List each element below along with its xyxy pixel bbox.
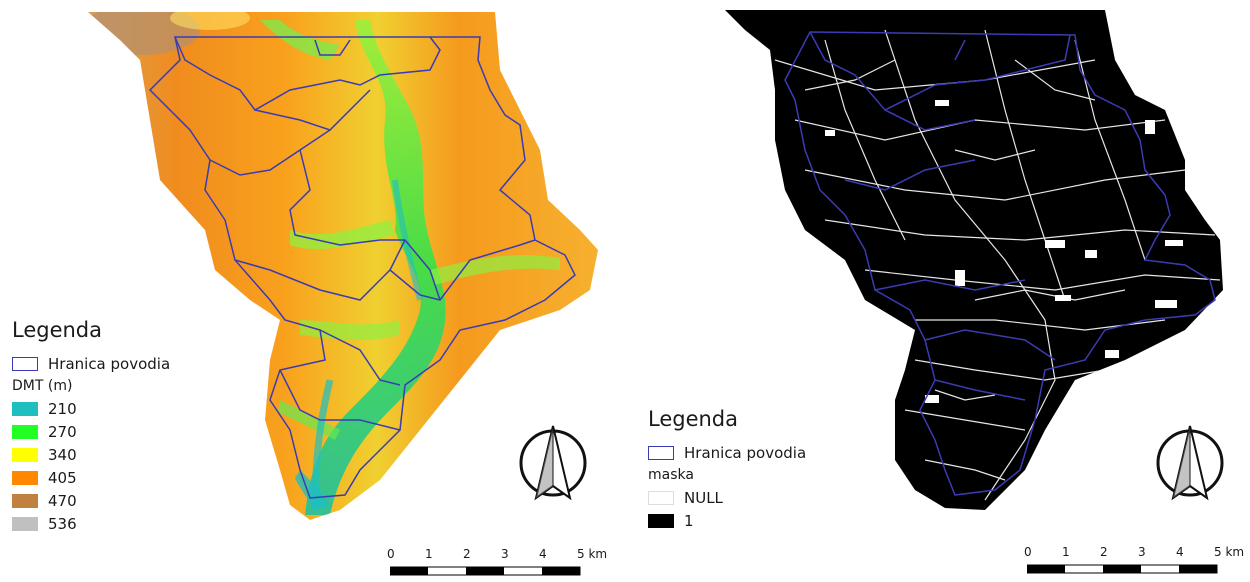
legend-class-item: 210 — [12, 397, 170, 420]
scalebar-tick-label: 2 — [463, 547, 471, 561]
legend-class-swatch — [12, 470, 38, 485]
scalebar-tick-label: 5 km — [577, 547, 608, 561]
legend-raster-title: maska — [648, 467, 694, 483]
scalebar-tick-label: 2 — [1100, 545, 1108, 559]
legend-class-label: 1 — [684, 511, 694, 530]
legend-class-swatch — [648, 490, 674, 505]
scalebar-tick-label: 1 — [1062, 545, 1070, 559]
legend-class-label: NULL — [684, 488, 723, 507]
legend-right: Legenda Hranica povodia maska NULL 1 — [648, 407, 806, 532]
legend-boundary-label: Hranica povodia — [684, 443, 807, 462]
north-arrow-icon — [519, 425, 587, 501]
scalebar-tick-label: 4 — [1176, 545, 1184, 559]
legend-class-label: 340 — [48, 445, 77, 464]
catchment-boundary — [784, 31, 1216, 496]
scalebar-tick-label: 5 km — [1214, 545, 1245, 559]
dem-map-panel: Legenda Hranica povodia DMT (m) 210 270 34… — [12, 12, 608, 576]
scalebar-tick-label: 0 — [387, 547, 395, 561]
scalebar-tick-label: 1 — [425, 547, 433, 561]
mask-map-panel: Legenda Hranica povodia maska NULL 1 0 1 2 3… — [625, 0, 1250, 582]
legend-left: Legenda Hranica povodia DMT (m) 210 270 34… — [12, 318, 170, 535]
legend-boundary-label: Hranica povodia — [48, 354, 171, 373]
legend-class-swatch — [12, 447, 38, 462]
legend-class-item: 470 — [12, 489, 170, 512]
north-arrow-icon — [1156, 425, 1224, 501]
boundary-swatch — [648, 445, 674, 460]
legend-class-item: NULL — [648, 486, 806, 509]
scalebar-tick-label: 4 — [539, 547, 547, 561]
mask-map — [725, 10, 1223, 510]
legend-class-label: 536 — [48, 514, 77, 533]
legend-title: Legenda — [12, 318, 103, 342]
legend-class-swatch — [12, 493, 38, 508]
legend-class-swatch — [12, 424, 38, 439]
scalebar-tick-label: 3 — [1138, 545, 1146, 559]
catchment-boundary — [148, 36, 576, 499]
legend-class-item: 1 — [648, 509, 806, 532]
legend-class-label: 210 — [48, 399, 77, 418]
legend-raster-title: DMT (m) — [12, 378, 73, 394]
legend-class-item: 270 — [12, 420, 170, 443]
legend-class-swatch — [12, 401, 38, 416]
legend-class-item: 405 — [12, 466, 170, 489]
legend-class-label: 270 — [48, 422, 77, 441]
legend-class-label: 405 — [48, 468, 77, 487]
scalebar-tick-label: 3 — [501, 547, 509, 561]
scalebar — [1027, 564, 1218, 574]
legend-class-item: 340 — [12, 443, 170, 466]
legend-class-item: 536 — [12, 512, 170, 535]
scalebar-tick-label: 0 — [1024, 545, 1032, 559]
scalebar — [390, 566, 581, 576]
legend-item-boundary: Hranica povodia — [12, 352, 170, 375]
dem-map — [88, 12, 598, 520]
legend-class-label: 470 — [48, 491, 77, 510]
legend-item-boundary: Hranica povodia — [648, 441, 806, 464]
legend-title: Legenda — [648, 407, 739, 431]
legend-class-swatch — [648, 513, 674, 528]
legend-class-swatch — [12, 516, 38, 531]
boundary-swatch — [12, 356, 38, 371]
